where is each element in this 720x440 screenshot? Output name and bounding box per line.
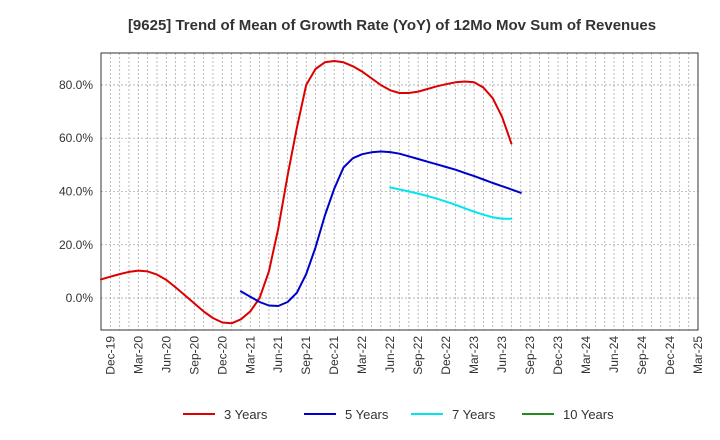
x-tick-label: Jun-22: [383, 336, 397, 373]
x-tick-label: Mar-20: [131, 336, 145, 374]
x-tick-label: Dec-24: [663, 336, 677, 375]
grid-layer: [101, 53, 698, 330]
chart-title: [9625] Trend of Mean of Growth Rate (YoY…: [128, 17, 656, 34]
legend-label: 10 Years: [563, 407, 614, 422]
y-tick-label: 20.0%: [59, 238, 93, 252]
legend: 3 Years 5 Years 7 Years 10 Years: [183, 407, 614, 422]
x-tick-label: Jun-24: [607, 336, 621, 373]
legend-label: 3 Years: [224, 407, 268, 422]
x-tick-label: Dec-19: [103, 336, 117, 375]
y-tick-label: 40.0%: [59, 185, 93, 199]
x-axis-ticks: Dec-19 Mar-20 Jun-20 Sep-20 Dec-20 Mar-21 Jun-…: [103, 336, 705, 375]
y-tick-label: 60.0%: [59, 131, 93, 145]
y-tick-label: 80.0%: [59, 78, 93, 92]
x-tick-label: Jun-20: [159, 336, 173, 373]
y-axis-ticks: 0.0% 20.0% 40.0% 60.0% 80.0%: [59, 78, 93, 305]
x-tick-label: Dec-20: [215, 336, 229, 375]
series-line-3-years: [100, 60, 513, 325]
y-tick-label: 0.0%: [66, 291, 94, 305]
x-tick-label: Mar-24: [579, 336, 593, 374]
x-tick-label: Mar-21: [243, 336, 257, 374]
x-tick-label: Sep-22: [411, 336, 425, 375]
x-tick-label: Sep-23: [523, 336, 537, 375]
series-line-5-years: [239, 150, 522, 307]
x-tick-label: Mar-25: [691, 336, 705, 374]
x-tick-label: Dec-23: [551, 336, 565, 375]
x-tick-label: Dec-22: [439, 336, 453, 375]
legend-label: 5 Years: [345, 407, 389, 422]
legend-label: 7 Years: [452, 407, 496, 422]
x-tick-label: Sep-24: [635, 336, 649, 375]
plot-frame: [100, 52, 699, 331]
x-tick-label: Sep-20: [187, 336, 201, 375]
x-tick-label: Mar-23: [467, 336, 481, 374]
x-tick-label: Dec-21: [327, 336, 341, 375]
series-line-7-years: [389, 186, 513, 220]
x-tick-label: Mar-22: [355, 336, 369, 374]
x-tick-label: Jun-21: [271, 336, 285, 373]
series-layer: [100, 60, 522, 325]
x-tick-label: Jun-23: [495, 336, 509, 373]
x-tick-label: Sep-21: [299, 336, 313, 375]
